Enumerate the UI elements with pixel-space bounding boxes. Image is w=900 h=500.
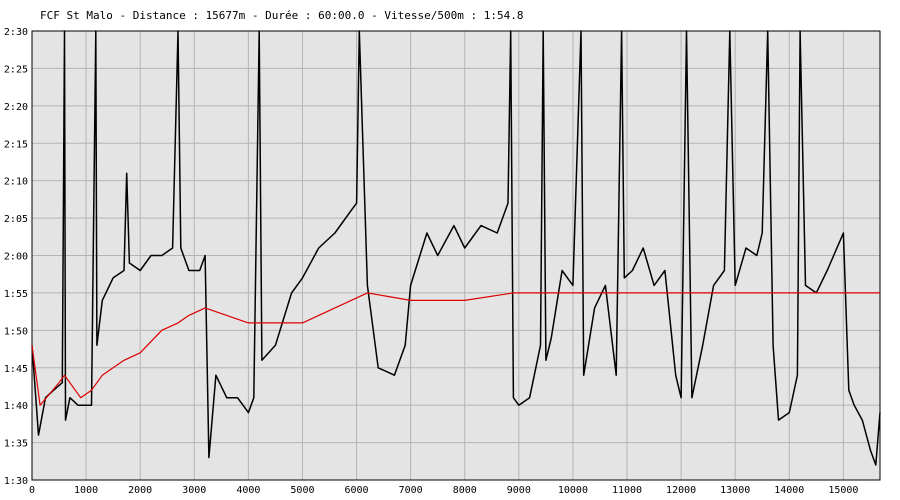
plot-border (31, 30, 881, 481)
x-tick-label: 5000 (290, 485, 314, 496)
y-tick-label: 2:30 (4, 27, 28, 38)
x-tick-label: 1000 (74, 485, 98, 496)
y-tick-label: 2:15 (4, 139, 28, 150)
y-tick-label: 2:20 (4, 102, 28, 113)
x-axis-tick-labels: 0 1000 2000 3000 4000 5000 6000 7000 8000 9000 100… (29, 485, 858, 496)
y-tick-label: 1:50 (4, 326, 28, 337)
y-tick-label: 1:55 (4, 289, 28, 300)
average-pace-line (31, 292, 880, 406)
x-tick-label: 12000 (666, 485, 696, 496)
x-tick-label: 7000 (399, 485, 423, 496)
x-tick-label: 0 (29, 485, 35, 496)
x-tick-label: 10000 (558, 485, 588, 496)
y-tick-label: 2:05 (4, 214, 28, 225)
x-tick-label: 9000 (507, 485, 531, 496)
x-tick-label: 2000 (128, 485, 152, 496)
x-tick-label: 8000 (453, 485, 477, 496)
series-group (31, 30, 881, 466)
x-tick-label: 11000 (612, 485, 642, 496)
pace-line (31, 30, 881, 466)
x-tick-label: 15000 (828, 485, 858, 496)
x-tick-label: 3000 (182, 485, 206, 496)
y-tick-label: 2:00 (4, 252, 28, 263)
y-tick-label: 1:35 (4, 439, 28, 450)
y-axis-tick-labels: 1:30 1:35 1:40 1:45 1:50 1:55 2:00 2:05 2:10 2:15… (4, 27, 28, 487)
x-tick-label: 6000 (345, 485, 369, 496)
x-tick-label: 14000 (774, 485, 804, 496)
y-tick-label: 1:30 (4, 476, 28, 487)
x-tick-label: 4000 (236, 485, 260, 496)
chart-title: FCF St Malo - Distance : 15677m - Durée … (40, 9, 523, 22)
y-tick-label: 2:10 (4, 177, 28, 188)
y-tick-label: 1:45 (4, 364, 28, 375)
y-tick-label: 1:40 (4, 401, 28, 412)
y-tick-label: 2:25 (4, 64, 28, 75)
x-tick-label: 13000 (720, 485, 750, 496)
